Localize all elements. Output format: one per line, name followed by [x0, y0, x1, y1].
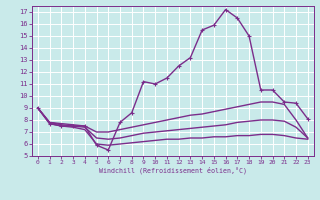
X-axis label: Windchill (Refroidissement éolien,°C): Windchill (Refroidissement éolien,°C) — [99, 167, 247, 174]
